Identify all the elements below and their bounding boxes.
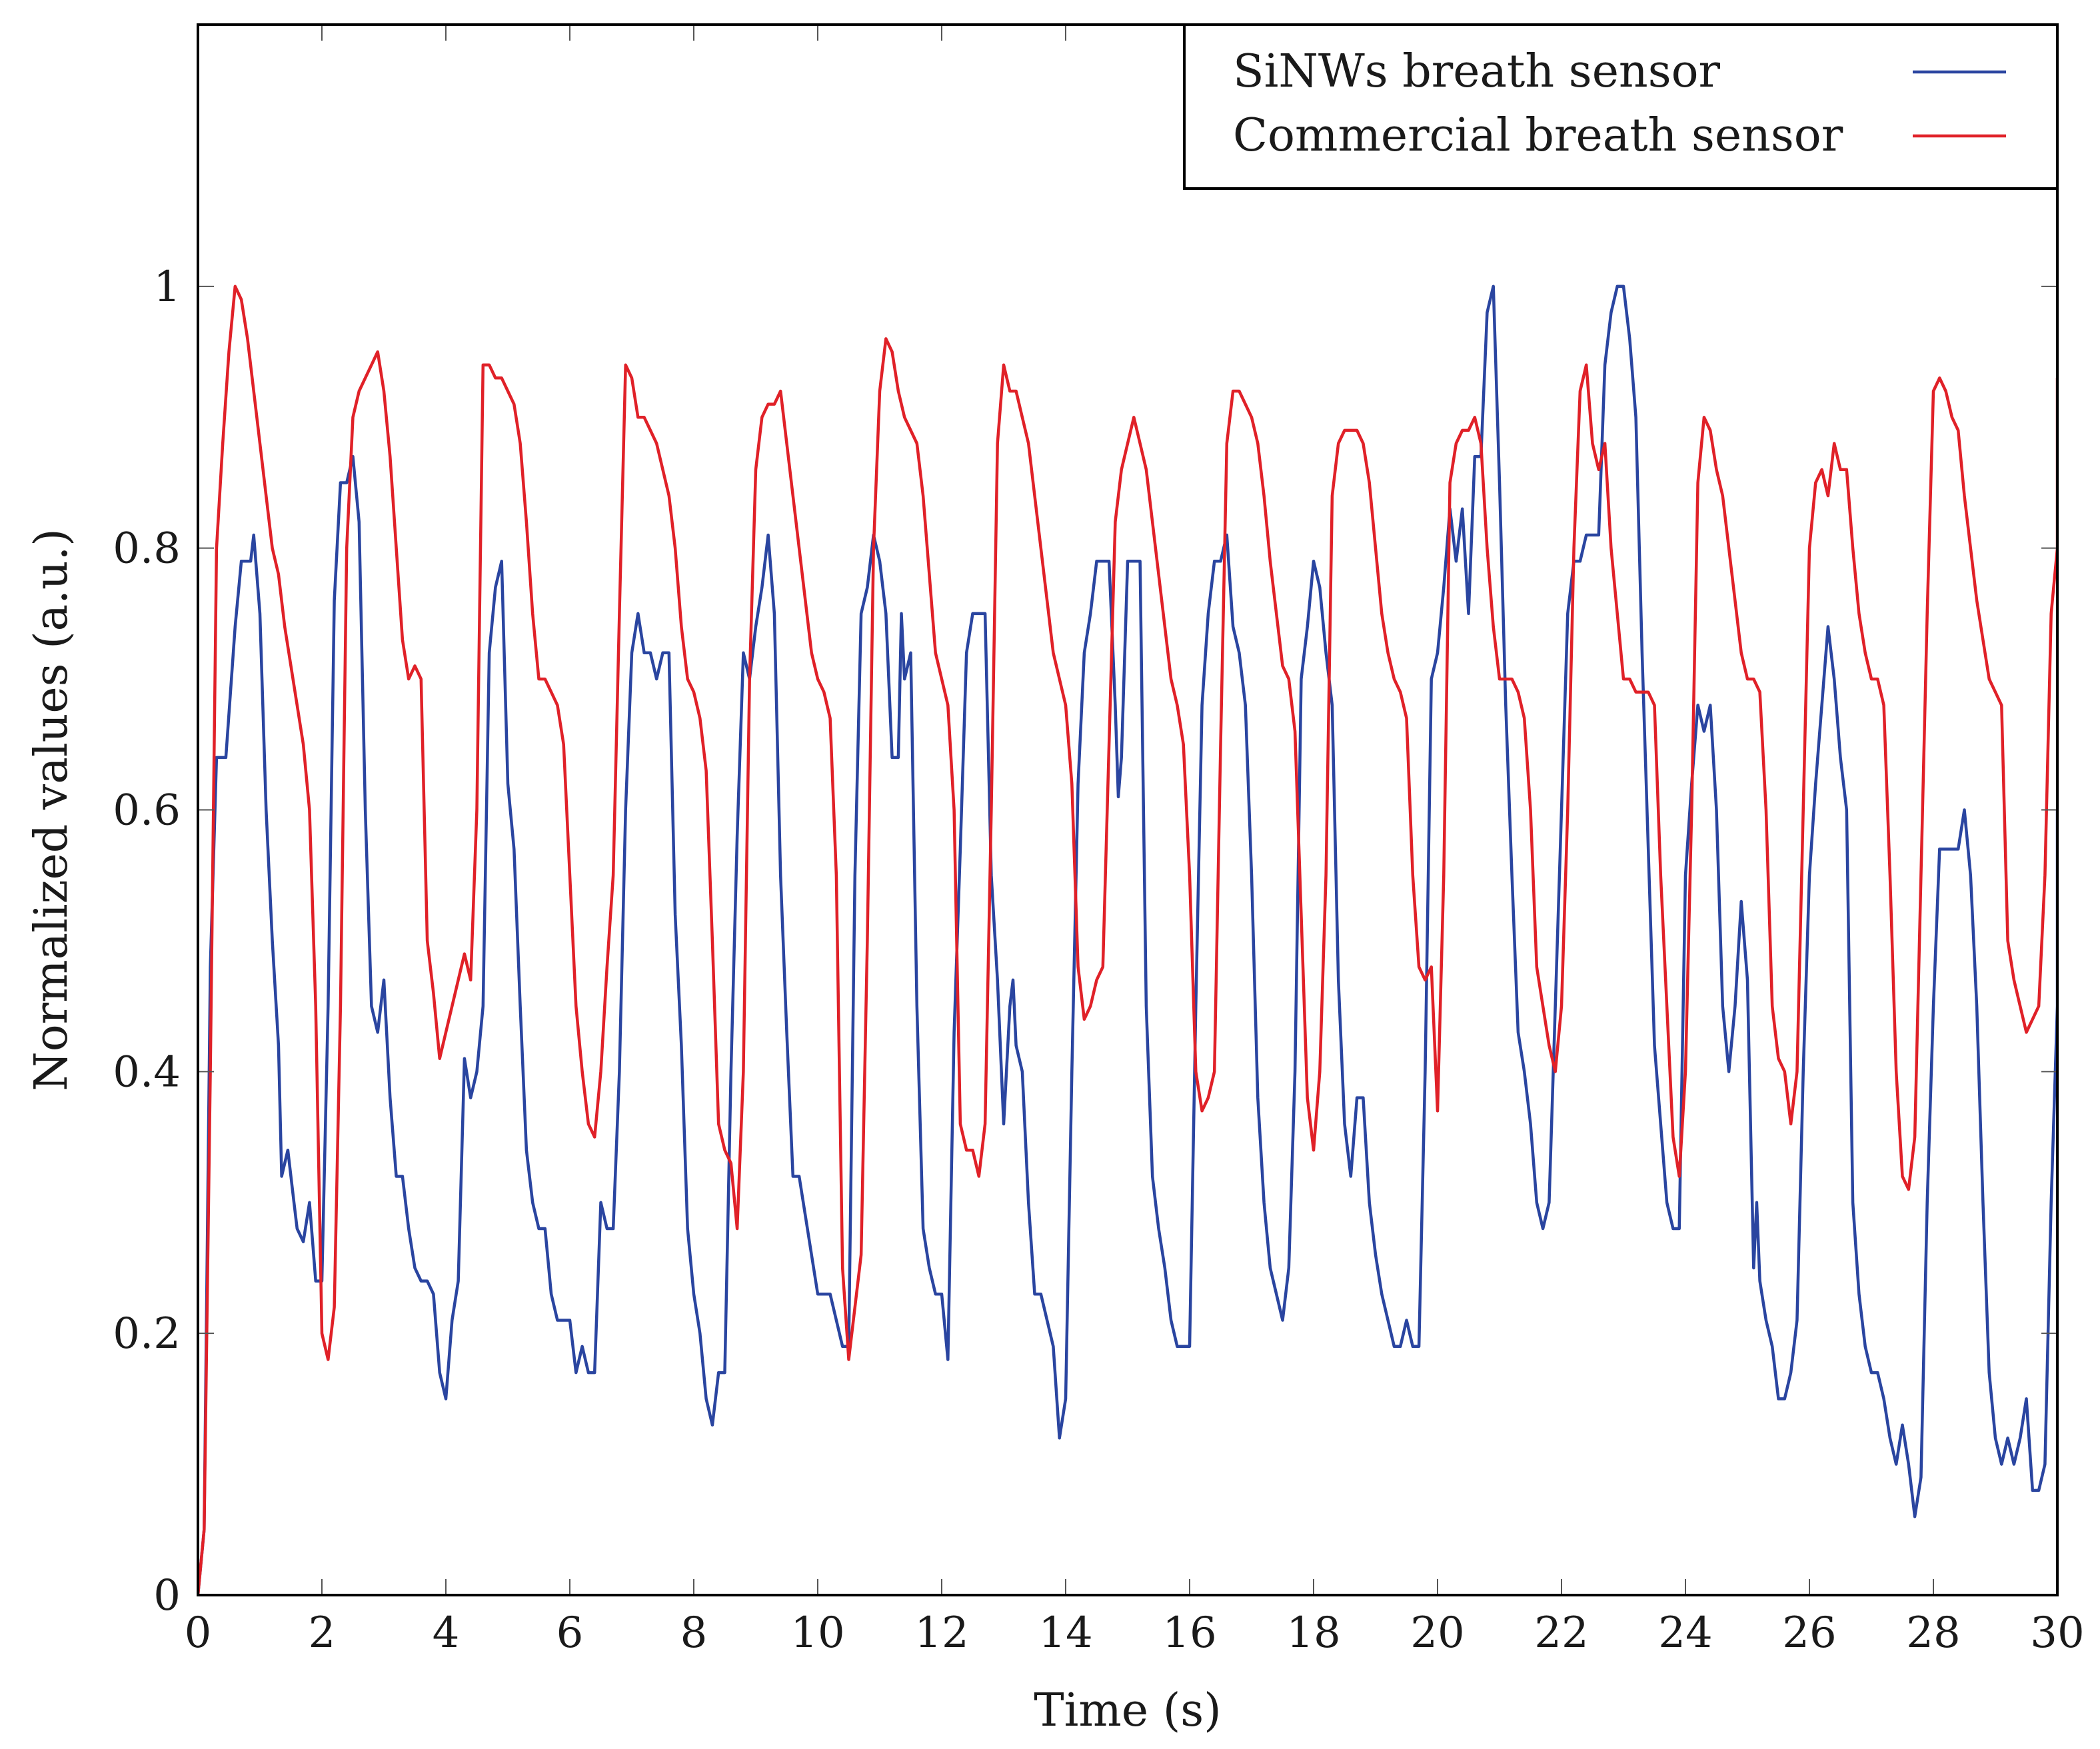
x-tick-label: 30 [2030, 1608, 2084, 1658]
series-line-1 [198, 285, 2057, 1595]
x-tick-label: 8 [680, 1608, 708, 1658]
y-tick-label: 0.8 [113, 524, 181, 574]
x-tick-label: 2 [309, 1608, 336, 1658]
x-tick-label: 4 [433, 1608, 460, 1658]
legend-label-sinws: SiNWs breath sensor [1233, 45, 1721, 98]
legend-box [1183, 23, 2059, 190]
x-axis-title: Time (s) [1034, 1684, 1221, 1737]
y-tick-label: 0.2 [113, 1309, 181, 1359]
x-tick-label: 6 [556, 1608, 584, 1658]
plot-area [198, 285, 2057, 1595]
x-tick-label: 18 [1286, 1608, 1340, 1658]
x-tick-label: 16 [1162, 1608, 1216, 1658]
x-tick-label: 24 [1658, 1608, 1712, 1658]
x-tick-label: 22 [1534, 1608, 1588, 1658]
x-tick-label: 26 [1782, 1608, 1836, 1658]
y-tick-label: 0.4 [113, 1047, 181, 1097]
legend-label-commercial: Commercial breath sensor [1233, 109, 1843, 162]
x-tick-label: 0 [185, 1608, 212, 1658]
plot-frame [197, 23, 2059, 1596]
x-tick-label: 12 [914, 1608, 968, 1658]
x-tick-label: 20 [1410, 1608, 1464, 1658]
x-tick-label: 10 [790, 1608, 844, 1658]
y-tick-label: 1 [153, 263, 181, 312]
x-tick-label: 14 [1038, 1608, 1092, 1658]
x-tick-label: 28 [1906, 1608, 1960, 1658]
series-line-0 [198, 285, 2057, 1595]
axis-ticks: 0 2 4 6 8 10 12 14 16 18 20 22 24 26 28 3000.20.40.60.8… [113, 25, 2085, 1658]
y-tick-label: 0.6 [113, 786, 181, 836]
y-axis-title: Normalized values (a.u.) [25, 528, 78, 1091]
legend: SiNWs breath sensor Commercial breath se… [1183, 23, 2059, 190]
y-tick-label: 0 [153, 1571, 181, 1620]
